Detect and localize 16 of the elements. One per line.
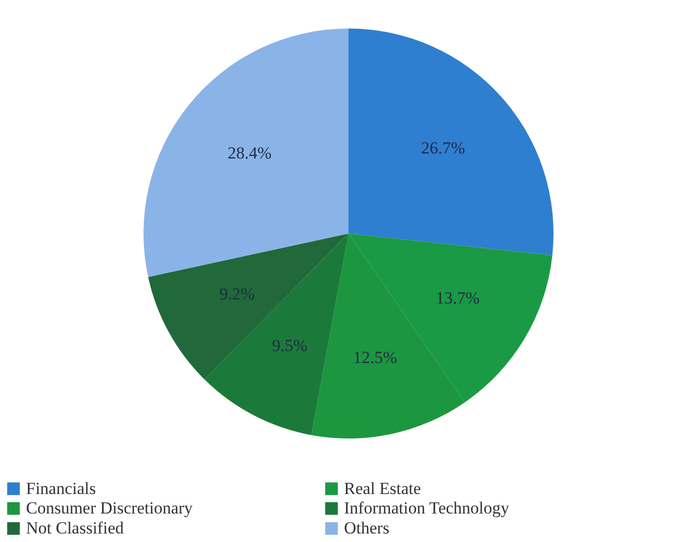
data-label: 28.4% — [228, 144, 272, 163]
data-label: 12.5% — [353, 348, 398, 367]
legend-label: Others — [344, 518, 390, 538]
data-label: 9.2% — [219, 284, 255, 304]
pie-slice — [148, 234, 348, 380]
legend-label: Not Classified — [26, 518, 124, 538]
legend-label: Financials — [26, 478, 96, 498]
legend-label: Consumer Discretionary — [26, 498, 194, 518]
legend-label: Real Estate — [344, 478, 421, 498]
data-label: 9.5% — [272, 336, 308, 356]
data-label: 13.7% — [436, 288, 480, 308]
pie-slice — [348, 28, 554, 256]
data-label: 26.7% — [421, 138, 466, 158]
pie-slice — [204, 234, 348, 436]
legend-label: Information Technology — [344, 498, 510, 518]
pie-slice — [144, 28, 348, 277]
